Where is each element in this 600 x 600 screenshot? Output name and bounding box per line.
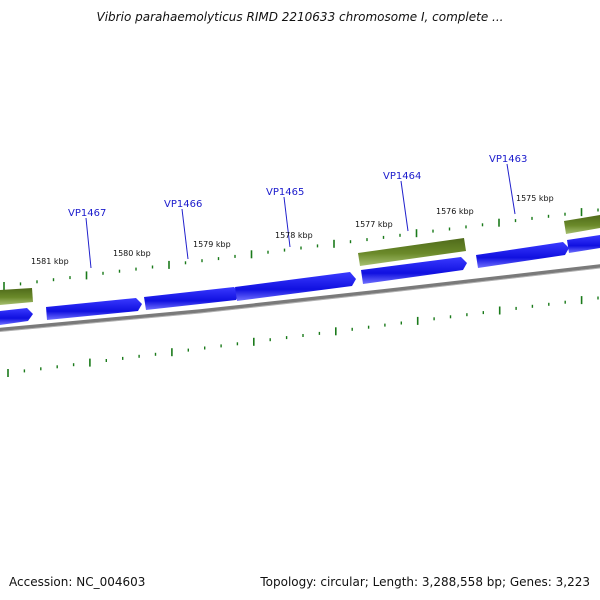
kbp-label: 1579 kbp xyxy=(193,240,231,249)
leader-line-vp1466 xyxy=(181,208,189,260)
chromosome-backbone-shadow xyxy=(0,267,600,333)
rna-feature xyxy=(0,288,33,305)
cds-arrow xyxy=(144,287,240,310)
leader-line-vp1465 xyxy=(283,196,291,248)
gene-label-vp1466[interactable]: VP1466 xyxy=(164,199,202,210)
map-title: Vibrio parahaemolyticus RIMD 2210633 chr… xyxy=(96,10,504,24)
gene-label-vp1467[interactable]: VP1467 xyxy=(68,208,106,219)
cds-arrow xyxy=(46,298,142,320)
leader-line-vp1467 xyxy=(85,217,92,269)
cds-arrow xyxy=(0,308,33,325)
kbp-label: 1581 kbp xyxy=(31,257,69,266)
outer-tick-ring xyxy=(3,208,599,290)
kbp-label: 1577 kbp xyxy=(355,220,393,229)
kbp-label: 1576 kbp xyxy=(436,207,474,216)
cds-arrow xyxy=(235,272,356,301)
gene-label-vp1464[interactable]: VP1464 xyxy=(383,171,421,182)
genome-summary-text: Topology: circular; Length: 3,288,558 bp… xyxy=(260,575,590,589)
cds-arrow xyxy=(567,235,600,253)
kbp-label: 1578 kbp xyxy=(275,231,313,240)
rna-feature xyxy=(358,238,466,266)
cds-arrow xyxy=(476,242,569,268)
leader-line-vp1463 xyxy=(506,163,516,215)
gene-label-vp1463[interactable]: VP1463 xyxy=(489,154,527,165)
inner-tick-ring xyxy=(7,296,599,377)
gene-label-vp1465[interactable]: VP1465 xyxy=(266,187,304,198)
kbp-label: 1575 kbp xyxy=(516,194,554,203)
rna-feature xyxy=(564,215,600,234)
kbp-label: 1580 kbp xyxy=(113,249,151,258)
cds-arrow xyxy=(361,257,467,284)
chromosome-backbone xyxy=(0,264,600,332)
accession-text: Accession: NC_004603 xyxy=(9,575,146,589)
leader-line-vp1464 xyxy=(400,180,409,232)
